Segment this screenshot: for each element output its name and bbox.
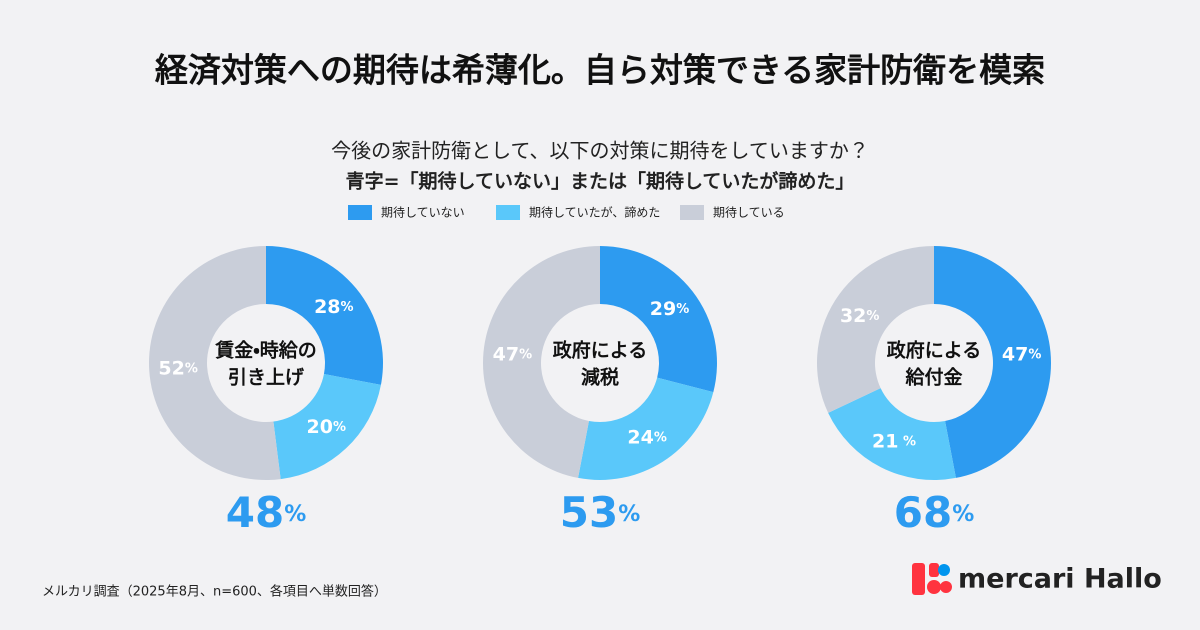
center-label: 減税 bbox=[581, 366, 619, 389]
subtitle: 青字=「期待していない」または「期待していたが諦めた」 bbox=[346, 170, 855, 193]
donut-segment bbox=[266, 246, 384, 385]
data-label: 32% bbox=[840, 304, 879, 326]
subtitle: 今後の家計防衛として、以下の対策に期待をしていますか？ bbox=[331, 139, 869, 163]
source: メルカリ調査（2025年8月、n=600、各項目へ単数回答） bbox=[42, 584, 387, 600]
data-label: 24% bbox=[627, 426, 666, 448]
center-label: 政府による bbox=[887, 339, 981, 362]
page-title: 経済対策への期待は希薄化。自ら対策できる家計防衛を模索 bbox=[155, 51, 1045, 90]
data-label: 21 % bbox=[872, 430, 916, 452]
total-label: 53% bbox=[560, 488, 641, 537]
donut-segment bbox=[828, 388, 956, 481]
legend-label: 期待している bbox=[713, 206, 785, 220]
data-label: 52% bbox=[158, 357, 197, 379]
center-label: 賃金・時給の bbox=[214, 339, 316, 362]
center-label: 引き上げ bbox=[228, 367, 305, 389]
donut-segment bbox=[817, 246, 934, 413]
legend-label: 期待していない bbox=[381, 206, 465, 220]
brand: mercari Hallo bbox=[958, 564, 1162, 595]
brand-logo bbox=[912, 563, 952, 595]
data-label: 29% bbox=[650, 298, 689, 320]
legend-label: 期待していたが、諦めた bbox=[529, 205, 660, 220]
center-label: 給付金 bbox=[904, 366, 962, 389]
total-label: 48% bbox=[226, 488, 307, 537]
donut-segment bbox=[273, 374, 381, 480]
data-label: 47% bbox=[493, 343, 532, 365]
data-label: 28% bbox=[314, 295, 353, 317]
data-label: 20% bbox=[306, 416, 345, 438]
donut-segment bbox=[578, 377, 714, 481]
legend-swatch bbox=[680, 205, 704, 220]
donut-segment bbox=[600, 246, 717, 393]
center-label: 政府による bbox=[553, 339, 647, 362]
donut-segment bbox=[482, 246, 600, 478]
data-label: 47% bbox=[1002, 343, 1041, 365]
donut-segment bbox=[149, 246, 281, 480]
total-label: 68% bbox=[894, 488, 975, 537]
legend-swatch bbox=[496, 205, 520, 220]
donut-segment bbox=[934, 246, 1052, 478]
legend-swatch bbox=[348, 205, 372, 220]
